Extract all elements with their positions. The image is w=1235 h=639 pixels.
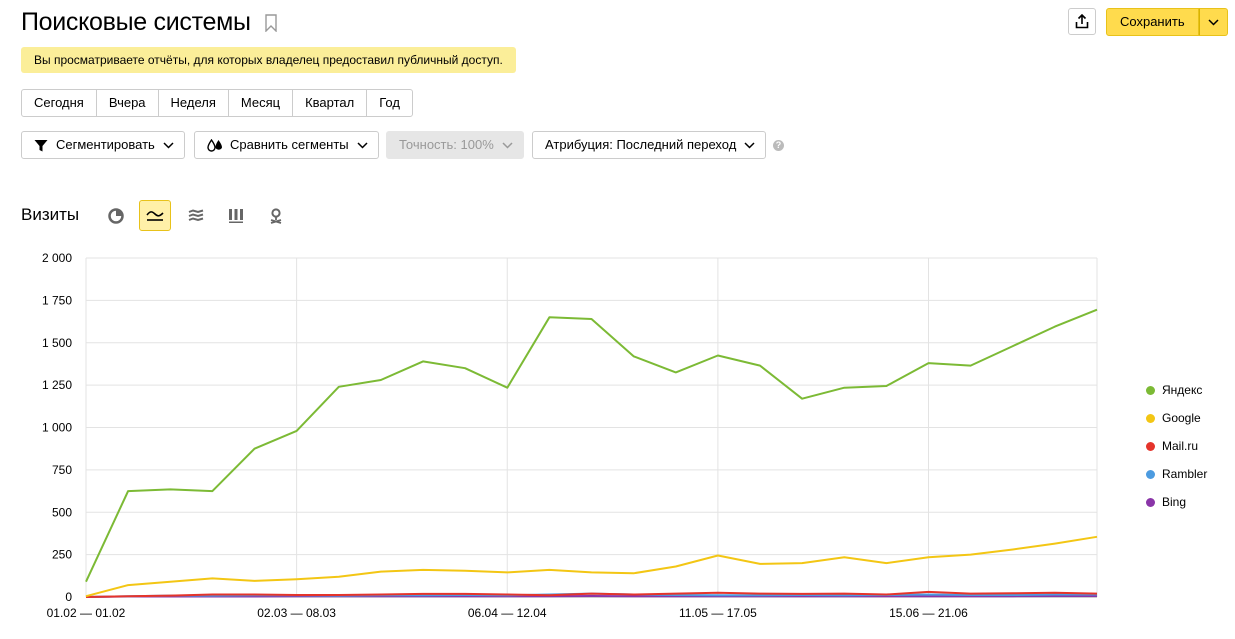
legend-marker [1146, 413, 1155, 423]
visits-line-chart: 2 000 1 750 1 500 1 250 1 000 750 500 250 0 01.02… [42, 251, 1098, 620]
y-tick-label: 1 000 [42, 421, 72, 435]
y-tick-label: 1 250 [42, 378, 72, 392]
y-tick-label: 0 [65, 590, 72, 604]
legend-item[interactable]: Bing [1146, 488, 1207, 516]
period-today[interactable]: Сегодня [21, 89, 97, 117]
filter-icon [34, 139, 48, 151]
stacked-area-icon [188, 208, 204, 221]
y-tick-label: 250 [52, 548, 72, 562]
period-yesterday[interactable]: Вчера [95, 89, 159, 117]
share-button[interactable] [1068, 8, 1096, 35]
chevron-down-icon [744, 141, 755, 149]
map-pin-icon [270, 207, 282, 224]
legend-marker [1146, 441, 1155, 451]
segment-dropdown[interactable]: Сегментировать [21, 131, 185, 159]
legend-marker [1146, 469, 1155, 479]
chart-type-area-button[interactable] [180, 200, 212, 231]
series-line-google [85, 535, 1098, 598]
accuracy-label: Точность: 100% [399, 137, 494, 152]
x-tick-label: 01.02 — 01.02 [47, 606, 126, 620]
x-tick-label: 02.03 — 08.03 [257, 606, 336, 620]
chart-type-line-button[interactable] [139, 200, 171, 231]
legend-label: Яндекс [1162, 383, 1203, 397]
legend-item[interactable]: Яндекс [1146, 376, 1207, 404]
public-access-notice: Вы просматриваете отчёты, для которых вл… [21, 47, 516, 73]
legend-marker [1146, 497, 1155, 507]
chevron-down-icon [163, 141, 174, 149]
drops-icon [207, 138, 222, 152]
x-tick-label: 06.04 — 12.04 [468, 606, 547, 620]
y-tick-label: 500 [52, 505, 72, 519]
y-tick-label: 2 000 [42, 251, 72, 265]
chart-type-bar-button[interactable] [220, 200, 252, 231]
help-icon[interactable]: ? [773, 140, 784, 151]
y-tick-label: 1 750 [42, 293, 72, 307]
chevron-down-icon [502, 141, 513, 149]
legend-item[interactable]: Google [1146, 404, 1207, 432]
save-options-button[interactable] [1198, 8, 1228, 36]
legend-label: Rambler [1162, 467, 1208, 481]
chevron-down-icon [357, 141, 368, 149]
period-year[interactable]: Год [366, 89, 413, 117]
chart-type-map-button[interactable] [260, 200, 292, 231]
compare-segments-label: Сравнить сегменты [230, 137, 349, 152]
y-tick-label: 1 500 [42, 336, 72, 350]
share-icon [1075, 14, 1089, 29]
period-week[interactable]: Неделя [157, 89, 229, 117]
save-button-group: Сохранить [1106, 8, 1228, 36]
accuracy-dropdown: Точность: 100% [386, 131, 524, 159]
save-button[interactable]: Сохранить [1106, 8, 1199, 36]
attribution-dropdown[interactable]: Атрибуция: Последний переход [532, 131, 767, 159]
legend-marker [1146, 385, 1155, 395]
bookmark-icon[interactable] [265, 14, 277, 32]
attribution-label: Атрибуция: Последний переход [545, 137, 737, 152]
series-line-яндекс [85, 308, 1098, 583]
line-chart-icon [146, 210, 164, 221]
y-tick-label: 750 [52, 463, 72, 477]
x-tick-label: 11.05 — 17.05 [679, 606, 757, 620]
x-tick-label: 15.06 — 21.06 [889, 606, 968, 620]
period-selector: Сегодня Вчера Неделя Месяц Квартал Год [21, 89, 413, 117]
period-quarter[interactable]: Квартал [292, 89, 368, 117]
legend-label: Mail.ru [1162, 439, 1199, 453]
pie-chart-icon [108, 207, 124, 224]
bar-chart-icon [229, 208, 243, 223]
segment-label: Сегментировать [56, 137, 155, 152]
chevron-down-icon [1208, 18, 1219, 26]
legend-label: Bing [1162, 495, 1187, 509]
series-line-mail-ru [85, 590, 1098, 598]
legend-item[interactable]: Rambler [1146, 460, 1207, 488]
page-title: Поисковые системы [21, 8, 251, 36]
period-month[interactable]: Месяц [227, 89, 294, 117]
chart-legend: Яндекс Google Mail.ru Rambler Bing [1146, 376, 1207, 516]
compare-segments-dropdown[interactable]: Сравнить сегменты [194, 131, 379, 159]
metric-title: Визиты [21, 205, 80, 224]
chart-type-pie-button[interactable] [100, 200, 132, 231]
legend-item[interactable]: Mail.ru [1146, 432, 1207, 460]
legend-label: Google [1162, 411, 1201, 425]
series-line-bing [85, 595, 1097, 598]
